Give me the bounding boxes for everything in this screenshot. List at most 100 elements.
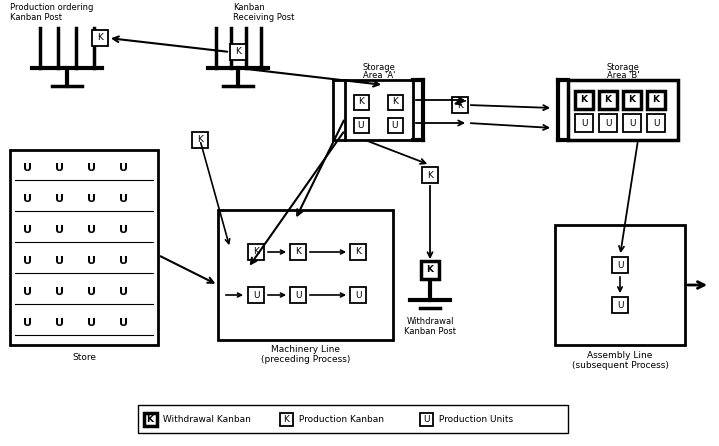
Text: Receiving Post: Receiving Post — [233, 12, 294, 21]
Text: U: U — [581, 119, 587, 128]
Text: U: U — [653, 119, 659, 128]
Text: U: U — [24, 225, 32, 235]
Bar — [568, 80, 678, 140]
Bar — [421, 261, 439, 279]
Text: U: U — [24, 256, 32, 266]
Text: K: K — [295, 248, 301, 256]
Text: U: U — [55, 225, 65, 235]
Text: U: U — [55, 194, 65, 204]
Text: U: U — [295, 290, 301, 300]
Text: U: U — [119, 163, 129, 173]
Text: U: U — [55, 256, 65, 266]
Text: K: K — [426, 265, 434, 274]
Text: U: U — [24, 194, 32, 204]
Bar — [350, 244, 366, 260]
Text: U: U — [119, 225, 129, 235]
Text: Kanban Post: Kanban Post — [10, 12, 62, 21]
Bar — [422, 167, 438, 183]
Text: K: K — [147, 414, 153, 424]
Text: U: U — [354, 290, 361, 300]
Text: K: K — [253, 248, 259, 256]
Bar — [138, 405, 568, 433]
Text: Production Kanban: Production Kanban — [296, 414, 384, 424]
Text: U: U — [628, 119, 636, 128]
Text: K: K — [628, 95, 636, 104]
Text: U: U — [88, 225, 96, 235]
Text: U: U — [617, 260, 623, 269]
Text: Store: Store — [72, 352, 96, 362]
Bar — [612, 257, 628, 273]
Bar — [599, 114, 617, 132]
Bar — [290, 287, 306, 303]
Text: K: K — [427, 170, 433, 179]
Bar — [192, 132, 208, 148]
Text: U: U — [392, 120, 398, 129]
Bar — [10, 150, 158, 345]
Text: U: U — [605, 119, 611, 128]
Bar — [92, 30, 108, 46]
Text: U: U — [119, 256, 129, 266]
Text: U: U — [423, 414, 429, 424]
Text: K: K — [97, 33, 103, 42]
Text: K: K — [392, 98, 398, 107]
Text: U: U — [119, 194, 129, 204]
Text: U: U — [88, 256, 96, 266]
Text: K: K — [235, 48, 241, 57]
Bar — [419, 413, 433, 425]
Text: K: K — [653, 95, 659, 104]
Bar — [575, 91, 593, 109]
Text: Production Units: Production Units — [436, 414, 513, 424]
Bar — [354, 117, 369, 132]
Text: Withdrawal Kanban: Withdrawal Kanban — [160, 414, 251, 424]
Text: U: U — [88, 194, 96, 204]
Bar — [555, 225, 685, 345]
Bar — [647, 114, 665, 132]
Text: Area 'A': Area 'A' — [363, 71, 395, 80]
Text: Withdrawal: Withdrawal — [406, 318, 454, 326]
Text: K: K — [605, 95, 611, 104]
Text: (subsequent Process): (subsequent Process) — [572, 360, 669, 369]
Text: K: K — [283, 414, 289, 424]
Text: Area 'B': Area 'B' — [607, 71, 639, 80]
Text: U: U — [88, 163, 96, 173]
Bar — [388, 95, 403, 110]
Bar — [575, 114, 593, 132]
Text: U: U — [55, 287, 65, 297]
Text: U: U — [617, 301, 623, 310]
Bar — [623, 91, 641, 109]
Text: (preceding Process): (preceding Process) — [261, 355, 350, 364]
Bar — [354, 95, 369, 110]
Bar — [248, 244, 264, 260]
Text: K: K — [355, 248, 361, 256]
Text: U: U — [119, 318, 129, 328]
Text: K: K — [580, 95, 587, 104]
Text: U: U — [88, 287, 96, 297]
Bar — [248, 287, 264, 303]
Bar — [612, 297, 628, 313]
Text: Production ordering: Production ordering — [10, 4, 93, 12]
Bar — [623, 114, 641, 132]
Text: Kanban: Kanban — [233, 4, 265, 12]
Bar — [350, 287, 366, 303]
Bar — [280, 413, 293, 425]
Bar — [345, 80, 413, 140]
Text: K: K — [457, 100, 463, 110]
Bar — [230, 44, 246, 60]
Bar — [388, 117, 403, 132]
Text: U: U — [24, 287, 32, 297]
Text: U: U — [358, 120, 365, 129]
Bar — [290, 244, 306, 260]
Text: U: U — [55, 318, 65, 328]
Text: U: U — [253, 290, 260, 300]
Text: U: U — [24, 163, 32, 173]
Text: Assembly Line: Assembly Line — [587, 351, 653, 359]
Text: U: U — [88, 318, 96, 328]
Text: K: K — [197, 136, 203, 145]
Text: Storage: Storage — [607, 63, 639, 73]
Text: Machinery Line: Machinery Line — [271, 346, 340, 355]
Text: U: U — [119, 287, 129, 297]
Bar — [647, 91, 665, 109]
Bar — [218, 210, 393, 340]
Text: Kanban Post: Kanban Post — [404, 326, 456, 335]
Bar — [144, 413, 157, 425]
